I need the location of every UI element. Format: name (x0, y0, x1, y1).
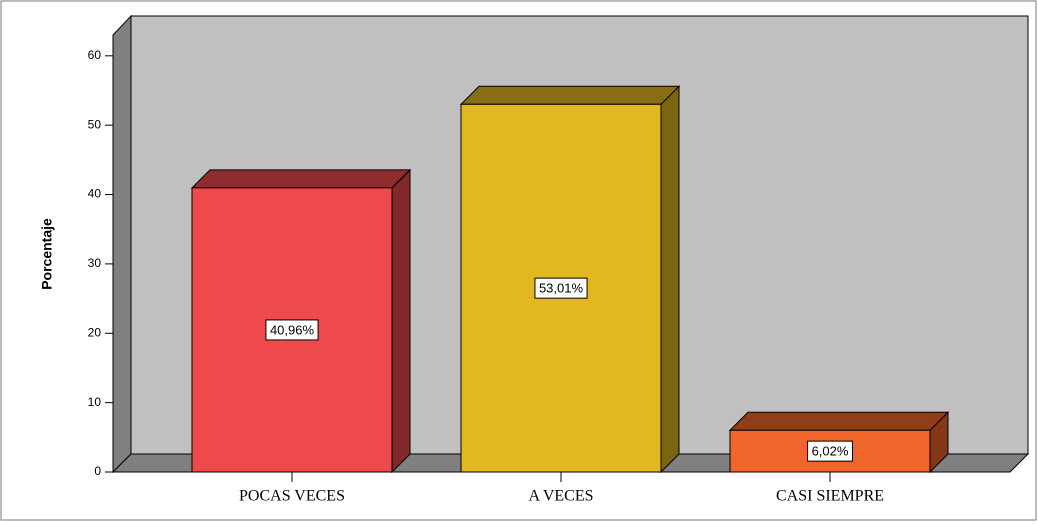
y-axis-label: Porcentaje (39, 218, 55, 290)
bar-top (728, 411, 950, 431)
y-tick-label: 20 (88, 325, 102, 339)
y-tick-label: 10 (88, 395, 102, 409)
y-tick-label: 60 (88, 48, 102, 62)
bar-side (660, 85, 680, 474)
y-tick-label: 50 (88, 117, 102, 131)
bar-top (190, 169, 412, 189)
value-label: 6,02% (812, 444, 849, 459)
x-tick-label: A VECES (528, 488, 593, 505)
y-tick-label: 40 (88, 187, 102, 201)
value-label-box (534, 277, 588, 299)
side-wall (112, 14, 132, 474)
value-label: 53,01% (539, 281, 584, 296)
x-tick-label: POCAS VECES (239, 488, 345, 505)
x-tick-label: CASI SIEMPRE (776, 488, 884, 505)
bar-top (459, 85, 681, 105)
y-tick-label: 30 (88, 256, 102, 270)
y-tick-label: 0 (94, 464, 101, 478)
value-label-box (265, 319, 319, 341)
value-label-box (807, 440, 853, 462)
bar-side (391, 168, 411, 474)
value-label: 40,96% (270, 322, 315, 337)
